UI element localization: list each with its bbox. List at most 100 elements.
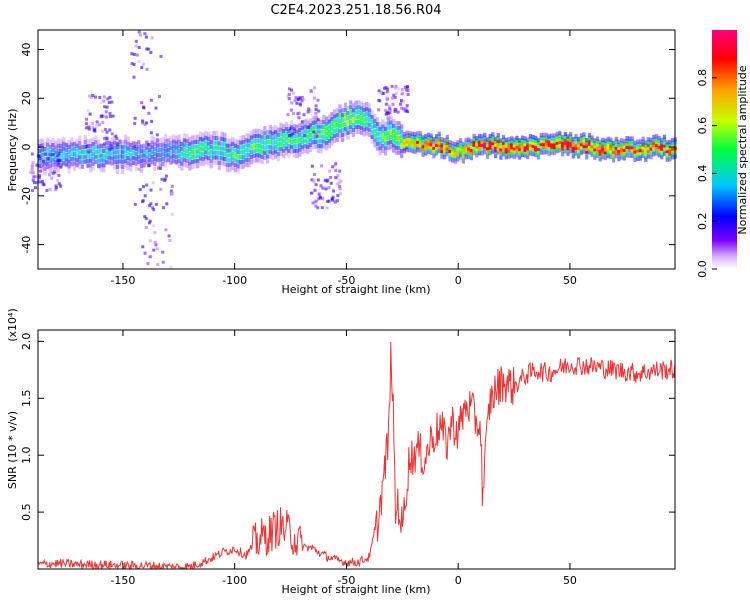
heatmap-cell [579,150,583,155]
heatmap-cell [99,168,103,173]
heatmap-noise [287,97,291,101]
heatmap-cell [601,143,605,148]
colorbar-gradient [712,30,737,269]
heatmap-cell [638,147,642,153]
heatmap-cell [459,146,463,152]
heatmap-cell [654,142,659,147]
heatmap-cell [432,151,436,156]
heatmap-cell [400,129,404,134]
heatmap-cell [83,135,87,140]
heatmap-cell [319,119,323,124]
heatmap-cell [271,155,275,161]
heatmap-cell [67,159,71,164]
heatmap-cell [668,151,672,156]
heatmap-cell [585,138,589,143]
heatmap-cell [217,151,221,156]
heatmap-noise [115,142,119,145]
heatmap-cell [177,158,181,164]
heatmap-cell [341,108,345,113]
heatmap-cell [373,128,377,133]
heatmap-cell [397,126,401,131]
heatmap-cell [553,136,557,141]
heatmap-noise [148,255,152,259]
heatmap-cell [244,143,248,148]
heatmap-cell [469,150,473,155]
heatmap-noise [85,144,89,148]
heatmap-cell [247,158,251,163]
heatmap-cell [483,138,487,143]
heatmap-cell [421,146,425,152]
heatmap-cell [255,158,259,163]
heatmap-cell [488,136,492,142]
heatmap-cell [413,146,417,151]
heatmap-noise [35,181,39,185]
heatmap-cell [499,144,503,149]
heatmap-cell [606,148,610,153]
heatmap-cell [266,159,270,164]
heatmap-cell [494,145,498,150]
heatmap-cell [660,146,664,151]
heatmap-cell [78,135,82,141]
heatmap-cell [424,134,428,139]
heatmap-cell [174,135,178,140]
heatmap-cell [593,149,597,155]
heatmap-cell [346,115,350,121]
heatmap-cell [346,130,350,135]
heatmap-cell [62,161,66,166]
heatmap-cell [64,162,68,167]
heatmap-cell [475,153,479,158]
heatmap-noise [102,95,106,99]
heatmap-noise [108,112,112,115]
heatmap-cell [657,152,661,158]
heatmap-cell [300,150,304,155]
heatmap-noise [108,95,112,99]
heatmap-cell [359,111,364,116]
heatmap-noise [38,180,42,184]
heatmap-cell [410,137,414,142]
heatmap-cell [571,139,575,145]
heatmap-cell [483,132,487,138]
heatmap-noise [58,159,62,163]
heatmap-cell [472,148,476,153]
heatmap-cell [408,139,412,144]
heatmap-cell [113,164,117,170]
heatmap-cell [378,136,382,141]
heatmap-cell [367,118,372,123]
heatmap-cell [322,115,326,120]
heatmap-noise [153,231,157,235]
heatmap-cell [212,140,216,146]
heatmap-cell [129,147,133,152]
heatmap-cell [129,162,133,167]
heatmap-cell [628,147,632,153]
heatmap-noise [56,154,60,158]
heatmap-cell [373,133,377,138]
heatmap-cell [188,137,192,142]
heatmap-cell [577,142,581,148]
heatmap-cell [209,134,213,140]
heatmap-cell [161,161,165,167]
heatmap-cell [316,148,321,154]
heatmap-cell [440,151,444,156]
heatmap-cell [72,166,77,171]
heatmap-noise [47,173,51,177]
heatmap-noise [400,99,403,103]
heatmap-noise [331,198,334,202]
heatmap-cell [86,139,90,144]
heatmap-cell [153,142,157,147]
heatmap-cell [429,150,433,155]
heatmap-noise [309,89,313,93]
heatmap-cell [440,140,444,145]
heatmap-cell [636,145,640,150]
heatmap-noise [132,53,136,56]
heatmap-cell [295,129,299,134]
heatmap-cell [142,143,146,148]
heatmap-cell [628,150,632,155]
heatmap-cell [569,143,573,148]
heatmap-cell [362,127,366,132]
heatmap-cell [193,144,197,149]
heatmap-cell [67,144,71,150]
heatmap-cell [83,159,87,164]
heatmap-cell [502,140,506,145]
heatmap-cell [531,151,535,157]
heatmap-cell [421,152,425,157]
